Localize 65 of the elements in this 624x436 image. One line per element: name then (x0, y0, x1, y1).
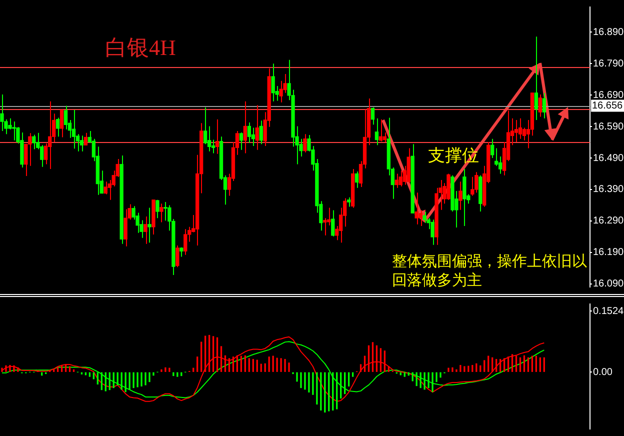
candlestick (28, 132, 32, 166)
candlestick (462, 168, 466, 226)
candlestick (259, 120, 263, 145)
y-tick-label: 16.190 (593, 247, 624, 258)
candlestick (538, 94, 542, 118)
candlestick (148, 207, 152, 244)
candlestick (458, 181, 462, 210)
candlestick (215, 118, 220, 154)
candlestick (184, 228, 188, 256)
candlestick (279, 80, 283, 103)
ref-line-label: 16.656 (592, 100, 624, 112)
candlestick (56, 117, 60, 138)
y-tick-label: 16.590 (593, 121, 624, 132)
candlestick (398, 170, 402, 187)
candlestick (394, 173, 398, 188)
y-tick-label: 0.00 (593, 366, 613, 378)
candlestick (271, 63, 275, 102)
candlestick (542, 92, 546, 119)
candlestick (430, 219, 434, 246)
candlestick (354, 171, 359, 188)
candlestick (80, 135, 84, 152)
y-tick-label: 16.690 (593, 90, 624, 101)
candlestick (104, 181, 108, 195)
candlestick (0, 94, 4, 132)
candlestick (203, 106, 208, 145)
candlestick (156, 199, 160, 219)
text: 白银4H (105, 34, 176, 62)
candlestick (514, 119, 518, 142)
candlestick (422, 211, 426, 224)
candlestick (48, 100, 52, 170)
candlestick (470, 176, 474, 196)
y-tick-label: 16.490 (593, 152, 624, 164)
candlestick (414, 192, 418, 225)
candlestick (474, 172, 478, 194)
candlestick (346, 196, 351, 208)
candlestick (72, 109, 76, 150)
candlestick (12, 121, 16, 141)
candlestick (374, 118, 379, 146)
candlestick (490, 138, 494, 159)
candlestick (239, 132, 244, 150)
candlestick (303, 134, 307, 153)
y-tick-label: 0.1524 (593, 306, 624, 317)
candlestick (370, 106, 375, 126)
y-tick-label: 16.290 (593, 216, 624, 227)
candlestick (534, 36, 538, 120)
candlestick (176, 244, 180, 268)
y-tick-label: 16.090 (593, 278, 624, 290)
y-tick-label: 16.790 (593, 58, 624, 70)
candlestick (160, 203, 164, 223)
candlestick (60, 109, 64, 138)
candlestick (518, 118, 522, 140)
candlestick (243, 100, 247, 154)
candlestick (418, 210, 422, 226)
candlestick (247, 122, 251, 144)
y-tick-label: 16.390 (593, 184, 624, 196)
candlestick (64, 105, 68, 130)
candlestick (84, 132, 88, 146)
candlestick (8, 118, 12, 130)
candlestick (323, 218, 327, 236)
annotation: 整体氛围偏强，操作上依旧以回落做多为主 (392, 252, 588, 290)
candlestick (255, 104, 259, 150)
candlestick (144, 216, 148, 244)
candlestick (331, 210, 335, 237)
y-tick-label: 16.890 (593, 26, 624, 38)
candlestick (124, 208, 128, 247)
